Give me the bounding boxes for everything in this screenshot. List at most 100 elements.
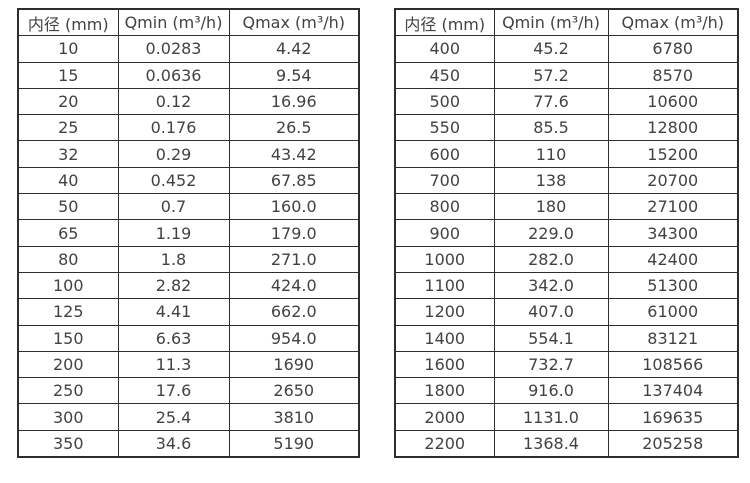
table-row: 200 11.3 1690 (17, 350, 360, 379)
table-row: 10 0.0283 4.42 (17, 35, 360, 63)
cell: 27100 (607, 193, 739, 221)
cell: 732.7 (493, 350, 609, 379)
cell: 15200 (607, 140, 739, 168)
cell: 1.8 (117, 245, 230, 273)
col-header-qmax: Qmax (m³/h) (607, 8, 739, 37)
cell: 400 (394, 35, 495, 63)
table-row: 400 45.2 6780 (394, 35, 739, 63)
cell: 10600 (607, 87, 739, 116)
header-row: 内径 (mm) Qmin (m³/h) Qmax (m³/h) (17, 8, 360, 37)
flow-rate-tables: 内径 (mm) Qmin (m³/h) Qmax (m³/h) 10 0.0283… (17, 8, 739, 459)
cell: 916.0 (493, 377, 609, 405)
cell: 5190 (228, 429, 360, 458)
cell: 83121 (607, 324, 739, 352)
cell: 500 (394, 87, 495, 116)
cell: 1200 (394, 298, 495, 326)
table-row: 600 110 15200 (394, 140, 739, 168)
cell: 67.85 (228, 166, 360, 195)
cell: 350 (17, 429, 119, 458)
cell: 61000 (607, 298, 739, 326)
cell: 77.6 (493, 87, 609, 116)
table-row: 2200 1368.4 205258 (394, 429, 739, 458)
table-row: 50 0.7 160.0 (17, 193, 360, 221)
cell: 800 (394, 193, 495, 221)
table-row: 1100 342.0 51300 (394, 271, 739, 300)
cell: 125 (17, 298, 119, 326)
cell: 9.54 (228, 61, 360, 89)
table-row: 700 138 20700 (394, 166, 739, 195)
col-header-qmin: Qmin (m³/h) (493, 8, 609, 37)
cell: 85.5 (493, 114, 609, 142)
cell: 179.0 (228, 219, 360, 247)
cell: 12800 (607, 114, 739, 142)
cell: 11.3 (117, 350, 230, 379)
cell: 1800 (394, 377, 495, 405)
cell: 3810 (228, 403, 360, 431)
cell: 6780 (607, 35, 739, 63)
cell: 108566 (607, 350, 739, 379)
cell: 110 (493, 140, 609, 168)
cell: 57.2 (493, 61, 609, 89)
cell: 2.82 (117, 271, 230, 300)
table-row: 80 1.8 271.0 (17, 245, 360, 273)
cell: 16.96 (228, 87, 360, 116)
table-row: 1600 732.7 108566 (394, 350, 739, 379)
cell: 80 (17, 245, 119, 273)
flow-table-small-diameters: 内径 (mm) Qmin (m³/h) Qmax (m³/h) 10 0.0283… (17, 8, 360, 459)
cell: 169635 (607, 403, 739, 431)
table-row: 40 0.452 67.85 (17, 166, 360, 195)
cell: 300 (17, 403, 119, 431)
cell: 150 (17, 324, 119, 352)
cell: 450 (394, 61, 495, 89)
cell: 26.5 (228, 114, 360, 142)
cell: 700 (394, 166, 495, 195)
table-row: 1400 554.1 83121 (394, 324, 739, 352)
cell: 0.452 (117, 166, 230, 195)
cell: 1600 (394, 350, 495, 379)
table-row: 20 0.12 16.96 (17, 87, 360, 116)
cell: 2200 (394, 429, 495, 458)
cell: 0.7 (117, 193, 230, 221)
cell: 100 (17, 271, 119, 300)
cell: 1131.0 (493, 403, 609, 431)
table-row: 450 57.2 8570 (394, 61, 739, 89)
col-header-qmin: Qmin (m³/h) (117, 8, 230, 37)
table-row: 100 2.82 424.0 (17, 271, 360, 300)
table-row: 250 17.6 2650 (17, 377, 360, 405)
cell: 2000 (394, 403, 495, 431)
cell: 17.6 (117, 377, 230, 405)
table-row: 300 25.4 3810 (17, 403, 360, 431)
cell: 342.0 (493, 271, 609, 300)
cell: 205258 (607, 429, 739, 458)
table-row: 15 0.0636 9.54 (17, 61, 360, 89)
cell: 1400 (394, 324, 495, 352)
table-row: 150 6.63 954.0 (17, 324, 360, 352)
cell: 0.0283 (117, 35, 230, 63)
cell: 50 (17, 193, 119, 221)
col-header-inner-diameter: 内径 (mm) (17, 8, 119, 37)
table-row: 1200 407.0 61000 (394, 298, 739, 326)
cell: 0.29 (117, 140, 230, 168)
cell: 138 (493, 166, 609, 195)
cell: 6.63 (117, 324, 230, 352)
cell: 2650 (228, 377, 360, 405)
table-row: 2000 1131.0 169635 (394, 403, 739, 431)
cell: 45.2 (493, 35, 609, 63)
table-row: 32 0.29 43.42 (17, 140, 360, 168)
table-row: 900 229.0 34300 (394, 219, 739, 247)
col-header-inner-diameter: 内径 (mm) (394, 8, 495, 37)
cell: 20700 (607, 166, 739, 195)
header-row: 内径 (mm) Qmin (m³/h) Qmax (m³/h) (394, 8, 739, 37)
table-row: 350 34.6 5190 (17, 429, 360, 458)
table-row: 500 77.6 10600 (394, 87, 739, 116)
cell: 1000 (394, 245, 495, 273)
cell: 40 (17, 166, 119, 195)
cell: 25 (17, 114, 119, 142)
cell: 8570 (607, 61, 739, 89)
cell: 43.42 (228, 140, 360, 168)
table-row: 1800 916.0 137404 (394, 377, 739, 405)
cell: 550 (394, 114, 495, 142)
cell: 600 (394, 140, 495, 168)
cell: 900 (394, 219, 495, 247)
cell: 1368.4 (493, 429, 609, 458)
